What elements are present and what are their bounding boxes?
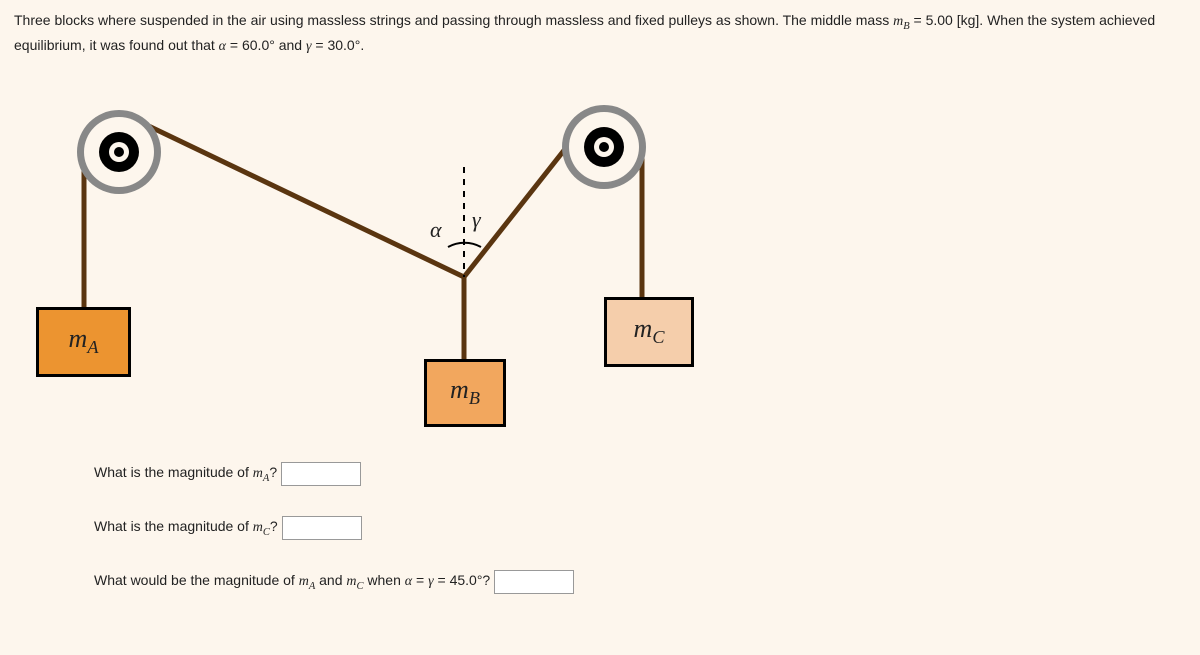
problem-statement: Three blocks where suspended in the air … [14,10,1186,57]
mass-a-label: mA [69,324,99,358]
answer-input-mA[interactable] [281,462,361,486]
mass-c-box: mC [604,297,694,367]
questions-section: What is the magnitude of mA? What is the… [94,462,1186,594]
q1-text: What is the magnitude of mA? [94,464,277,484]
answer-input-45[interactable] [494,570,574,594]
diagram-svg [24,77,724,437]
mass-c-label: mC [634,314,665,348]
left-pulley [77,110,161,194]
problem-text-3: = 60.0° and [226,37,306,53]
mass-b-label: mB [450,375,480,409]
mass-b-box: mB [424,359,506,427]
mass-a-box: mA [36,307,131,377]
gamma-label: γ [472,207,481,233]
q3-text: What would be the magnitude of mA and mC… [94,572,490,592]
q2-text: What is the magnitude of mC? [94,518,278,538]
answer-input-mC[interactable] [282,516,362,540]
problem-text-4: = 30.0°. [312,37,365,53]
alpha-sym: α [219,39,226,54]
alpha-label: α [430,217,442,243]
question-mA: What is the magnitude of mA? [94,462,1186,486]
question-45deg: What would be the magnitude of mA and mC… [94,570,1186,594]
right-pulley [562,105,646,189]
question-mC: What is the magnitude of mC? [94,516,1186,540]
physics-diagram: mA mB mC α γ [24,77,724,437]
mB-symbol: m [893,14,903,29]
string-left-diagonal [134,119,464,277]
problem-text-1: Three blocks where suspended in the air … [14,12,893,28]
